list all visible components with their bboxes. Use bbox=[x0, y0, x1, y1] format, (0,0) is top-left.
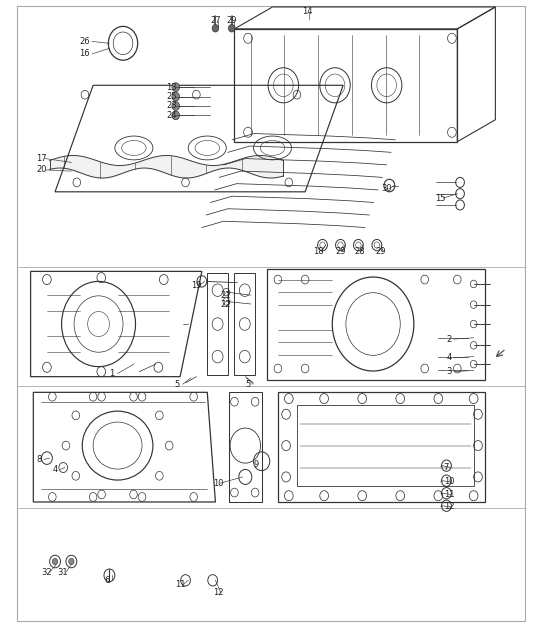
Text: 21: 21 bbox=[221, 291, 232, 300]
Circle shape bbox=[52, 558, 58, 565]
Text: 30: 30 bbox=[381, 184, 392, 193]
Text: 10: 10 bbox=[444, 477, 454, 487]
Text: 5: 5 bbox=[174, 380, 180, 389]
Text: 11: 11 bbox=[174, 580, 185, 589]
Text: 29: 29 bbox=[226, 16, 237, 25]
Circle shape bbox=[228, 24, 235, 32]
Text: 4: 4 bbox=[52, 465, 58, 474]
Text: 2: 2 bbox=[446, 335, 452, 344]
Text: 23: 23 bbox=[166, 102, 177, 111]
Text: 20: 20 bbox=[36, 165, 46, 175]
Text: 16: 16 bbox=[80, 50, 90, 58]
Text: 28: 28 bbox=[354, 247, 365, 256]
Text: 14: 14 bbox=[302, 8, 313, 16]
Text: 17: 17 bbox=[36, 154, 47, 163]
Text: 32: 32 bbox=[41, 568, 52, 577]
Text: 25: 25 bbox=[166, 92, 177, 101]
Text: 5: 5 bbox=[245, 380, 251, 389]
Text: 31: 31 bbox=[58, 568, 69, 577]
Text: 8: 8 bbox=[36, 455, 41, 464]
Text: 22: 22 bbox=[221, 300, 232, 309]
Text: 13: 13 bbox=[166, 83, 177, 92]
Circle shape bbox=[69, 558, 74, 565]
Text: 9: 9 bbox=[253, 460, 259, 469]
Text: 29: 29 bbox=[335, 247, 346, 256]
Text: 1: 1 bbox=[110, 369, 114, 378]
Text: 11: 11 bbox=[444, 490, 454, 499]
Text: 10: 10 bbox=[213, 479, 223, 488]
Text: 24: 24 bbox=[166, 111, 177, 120]
Text: 26: 26 bbox=[80, 37, 90, 46]
Text: 15: 15 bbox=[435, 193, 446, 203]
Text: 4: 4 bbox=[446, 354, 452, 362]
Circle shape bbox=[172, 102, 179, 111]
Circle shape bbox=[212, 24, 219, 32]
Text: 12: 12 bbox=[213, 588, 223, 597]
Text: 29: 29 bbox=[376, 247, 386, 256]
Text: 3: 3 bbox=[446, 367, 452, 376]
Text: 6: 6 bbox=[104, 576, 110, 585]
Text: 12: 12 bbox=[444, 502, 454, 511]
Text: 19: 19 bbox=[191, 281, 202, 290]
Circle shape bbox=[172, 83, 179, 92]
Text: 18: 18 bbox=[313, 247, 324, 256]
Text: 7: 7 bbox=[444, 463, 449, 472]
Text: 27: 27 bbox=[210, 16, 221, 25]
Circle shape bbox=[172, 111, 179, 120]
Circle shape bbox=[172, 92, 179, 101]
